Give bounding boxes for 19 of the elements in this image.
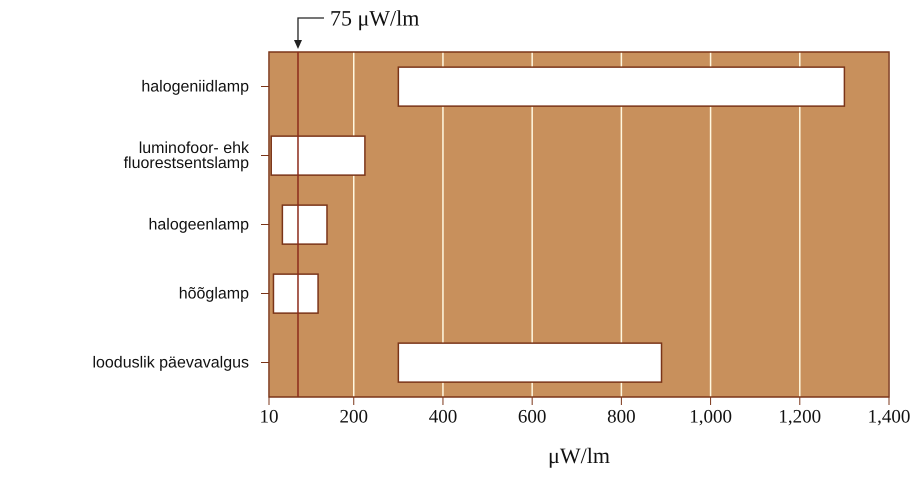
- bar: [398, 342, 662, 383]
- x-tick-label: 10: [260, 406, 278, 428]
- y-tick-label: hõõglamp: [178, 285, 250, 302]
- y-tick-label: halogeniidlamp: [141, 78, 250, 95]
- x-axis-title: μW/lm: [548, 443, 610, 468]
- x-tick-label: 400: [428, 406, 458, 428]
- bar: [282, 204, 328, 245]
- x-tick-label: 600: [518, 406, 546, 428]
- x-tick-label: 200: [340, 406, 368, 428]
- y-tick-label: looduslik päevavalgus: [92, 354, 249, 371]
- y-tick-label: halogeenlamp: [148, 216, 250, 233]
- x-tick-label: 1,200: [778, 406, 822, 428]
- x-tick-label: 800: [607, 406, 636, 428]
- ref-line-label: 75 μW/lm: [330, 6, 420, 30]
- x-tick-label: 1,400: [868, 406, 910, 428]
- y-tick-label: luminofoor- ehk fluorestsentslamp: [124, 140, 250, 172]
- bar: [272, 273, 319, 314]
- x-tick-label: 1,000: [689, 406, 732, 428]
- bar: [398, 66, 846, 107]
